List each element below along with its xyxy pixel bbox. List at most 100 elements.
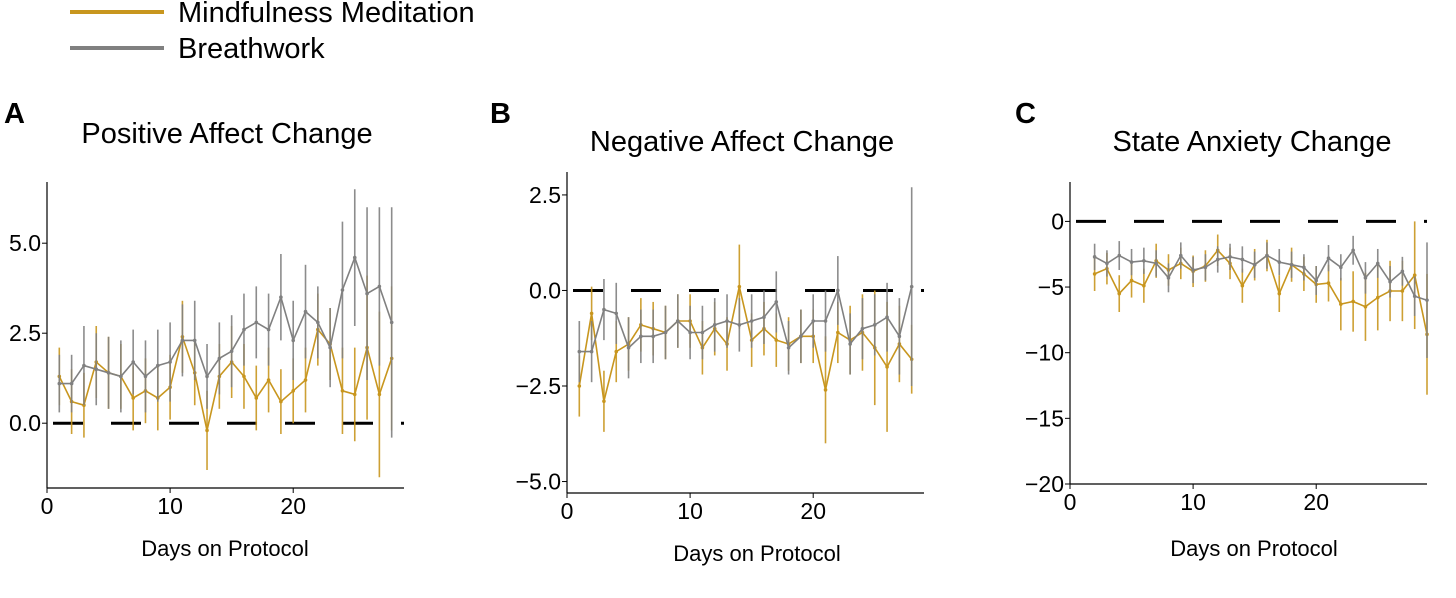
breathwork-series-line	[59, 255, 393, 385]
mindfulness-data-point	[1326, 281, 1331, 285]
mindfulness-data-point	[589, 311, 594, 316]
x-tick-label: 0	[1064, 489, 1077, 515]
mindfulness-data-point	[1240, 283, 1245, 288]
breathwork-data-point	[94, 367, 99, 372]
breathwork-data-point	[131, 360, 135, 364]
panel-b: B Negative Affect Change −5.0 −2.5 0.0 2.5 0…	[490, 98, 924, 566]
breathwork-data-point	[1166, 276, 1171, 280]
breathwork-data-point	[303, 309, 308, 314]
mindfulness-data-point	[131, 396, 135, 400]
breathwork-data-point	[712, 323, 717, 327]
legend: Mindfulness Meditation Breathwork	[70, 0, 475, 65]
breathwork-data-point	[1326, 256, 1331, 260]
breathwork-data-point	[1351, 248, 1355, 253]
breathwork-data-point	[205, 374, 209, 379]
breathwork-data-point	[352, 255, 357, 260]
mindfulness-data-point	[340, 389, 345, 393]
breathwork-data-point	[192, 338, 197, 343]
breathwork-data-point	[1400, 269, 1405, 274]
x-tick-label: 20	[1303, 489, 1329, 515]
breathwork-data-point	[1215, 257, 1220, 262]
breathwork-series-line	[1094, 248, 1428, 301]
legend-label-breathwork: Breathwork	[178, 33, 325, 65]
panel-letter-c: C	[1015, 98, 1036, 130]
breathwork-data-point	[106, 371, 111, 375]
panel-c-title: State Anxiety Change	[1113, 126, 1392, 158]
mindfulness-data-point	[737, 284, 742, 289]
breathwork-data-point	[1203, 265, 1208, 270]
breathwork-data-point	[885, 315, 889, 320]
breathwork-data-point	[737, 323, 742, 327]
mindfulness-data-point	[1277, 291, 1282, 296]
breathwork-data-point	[909, 284, 914, 289]
mindfulness-data-point	[352, 392, 357, 397]
breathwork-data-point	[602, 307, 606, 312]
breathwork-data-point	[1105, 261, 1109, 266]
breathwork-data-point	[1412, 294, 1417, 299]
mindfulness-data-point	[823, 388, 828, 392]
breathwork-data-point	[675, 319, 680, 323]
breathwork-data-point	[242, 327, 246, 332]
breathwork-series-line	[579, 286, 913, 353]
breathwork-data-point	[1129, 260, 1134, 264]
panel-b-plot: −5.0 −2.5 0.0 2.5 0 10 20	[516, 172, 924, 524]
y-tick-label: 5.0	[9, 230, 41, 256]
mindfulness-data-point	[1092, 272, 1097, 276]
mindfulness-data-point	[1339, 302, 1343, 306]
panel-a: A Positive Affect Change 0.02.55.00 10 20 …	[4, 98, 404, 561]
breathwork-data-point	[389, 320, 394, 325]
breathwork-data-point	[1388, 279, 1392, 284]
panel-letter-b: B	[490, 98, 511, 130]
breathwork-data-point	[860, 326, 865, 331]
y-tick-label: 2.5	[9, 320, 41, 346]
panel-b-xlabel: Days on Protocol	[673, 541, 841, 566]
breathwork-data-point	[1092, 255, 1097, 259]
panel-b-title: Negative Affect Change	[590, 126, 894, 158]
mindfulness-data-point	[1142, 283, 1146, 288]
breathwork-data-point	[155, 363, 160, 368]
mindfulness-data-point	[1117, 291, 1122, 296]
breathwork-data-point	[254, 320, 259, 325]
breathwork-data-point	[663, 330, 668, 335]
mindfulness-data-point	[254, 396, 259, 400]
mindfulness-data-point	[377, 392, 382, 397]
breathwork-data-point	[1117, 253, 1122, 258]
mindfulness-data-point	[1412, 273, 1417, 278]
breathwork-data-point	[811, 319, 816, 323]
breathwork-data-point	[1289, 262, 1294, 267]
breathwork-data-point	[823, 319, 828, 323]
panel-c: C State Anxiety Change −20 −15 −10 −5 0 0 10 20…	[1015, 98, 1429, 561]
mindfulness-data-point	[1375, 295, 1380, 300]
breathwork-data-point	[266, 327, 271, 332]
mindfulness-data-point	[836, 330, 840, 335]
y-tick-label: 0	[1051, 208, 1064, 234]
breathwork-data-point	[1302, 265, 1306, 270]
breathwork-data-point	[639, 334, 643, 339]
breathwork-data-point	[688, 330, 692, 335]
breathwork-data-point	[626, 345, 631, 350]
mindfulness-data-point	[1351, 299, 1355, 304]
x-tick-label: 0	[41, 493, 54, 519]
mindfulness-data-point	[242, 374, 246, 379]
breathwork-data-point	[1314, 278, 1319, 283]
legend-label-mindfulness: Mindfulness Meditation	[178, 0, 475, 29]
y-tick-label: −20	[1025, 471, 1064, 497]
mindfulness-data-point	[1400, 289, 1405, 293]
breathwork-data-point	[1277, 260, 1282, 264]
x-tick-label: 20	[280, 493, 306, 519]
y-tick-label: −10	[1025, 340, 1064, 366]
breathwork-data-point	[377, 284, 382, 289]
mindfulness-data-point	[291, 389, 296, 393]
x-tick-label: 20	[800, 498, 826, 524]
mindfulness-data-point	[577, 384, 582, 388]
breathwork-data-point	[143, 374, 148, 379]
mindfulness-data-point	[279, 399, 283, 404]
breathwork-data-point	[836, 288, 840, 293]
mindfulness-data-point	[303, 378, 308, 382]
breathwork-data-point	[589, 349, 594, 354]
y-tick-label: 0.0	[529, 277, 561, 303]
x-tick-label: 0	[561, 498, 574, 524]
breathwork-data-point	[328, 345, 332, 350]
breathwork-data-point	[217, 356, 222, 361]
panel-c-xlabel: Days on Protocol	[1170, 536, 1338, 561]
